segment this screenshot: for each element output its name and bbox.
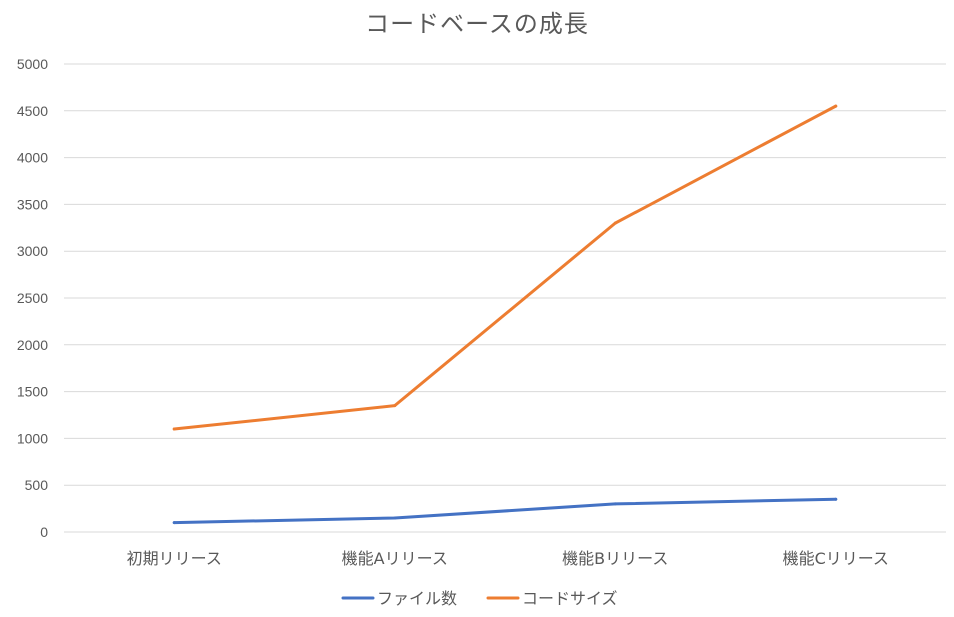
legend: ファイル数 コードサイズ <box>341 589 618 608</box>
series-line <box>172 497 838 525</box>
gridlines <box>64 63 946 533</box>
y-tick-label: 3000 <box>17 243 48 259</box>
y-tick-label: 4000 <box>17 150 48 166</box>
data-point <box>613 221 617 225</box>
data-point <box>393 404 397 408</box>
series-1 <box>172 497 838 525</box>
data-point <box>172 521 176 525</box>
y-tick-label: 1000 <box>17 430 48 446</box>
data-point <box>393 516 397 520</box>
data-point <box>834 104 838 108</box>
y-tick-label: 0 <box>40 524 48 540</box>
y-tick-label: 2000 <box>17 337 48 353</box>
x-axis-category-labels: 初期リリース 機能Aリリース 機能Bリリース 機能Cリリース <box>127 549 889 568</box>
y-tick-label: 4500 <box>17 103 48 119</box>
x-category-label: 機能Bリリース <box>562 549 668 568</box>
y-axis-tick-labels: 0 500 1000 1500 2000 2500 3000 3500 4000 4500 5000 <box>17 56 48 540</box>
legend-label: コードサイズ <box>522 589 618 608</box>
x-category-label: 機能Cリリース <box>783 549 889 568</box>
series-line <box>172 104 838 431</box>
y-tick-label: 500 <box>25 477 49 493</box>
data-point <box>613 502 617 506</box>
series-2 <box>172 104 838 431</box>
x-category-label: 初期リリース <box>127 549 222 568</box>
x-category-label: 機能Aリリース <box>342 549 448 568</box>
chart-title: コードベースの成長 <box>365 10 589 38</box>
y-tick-label: 3500 <box>17 196 48 212</box>
data-point <box>834 497 838 501</box>
y-tick-label: 5000 <box>17 56 48 72</box>
y-tick-label: 1500 <box>17 384 48 400</box>
y-tick-label: 2500 <box>17 290 48 306</box>
data-point <box>172 427 176 431</box>
legend-label: ファイル数 <box>377 589 457 608</box>
